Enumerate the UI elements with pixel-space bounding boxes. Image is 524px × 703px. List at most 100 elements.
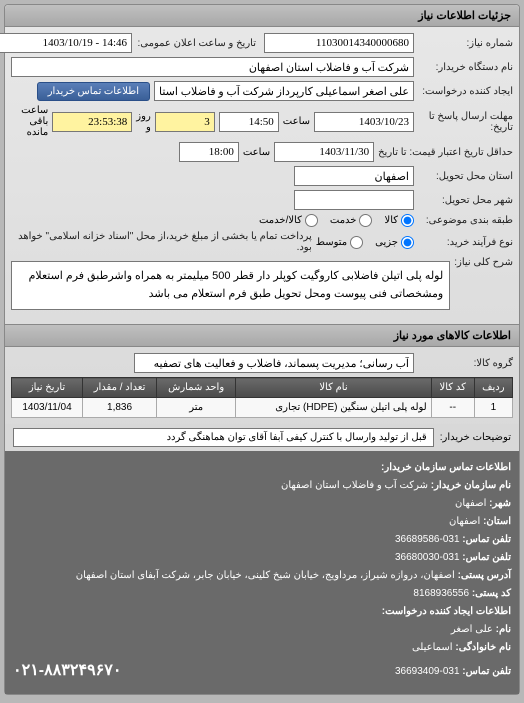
radio-kala-input[interactable] bbox=[401, 214, 414, 227]
c-city-label: شهر: bbox=[489, 498, 511, 509]
c-city-value: اصفهان bbox=[455, 498, 486, 509]
deadline-date-input[interactable] bbox=[314, 112, 414, 132]
radio-motavaset-label: متوسط bbox=[316, 237, 347, 248]
contact-section: اطلاعات تماس سازمان خریدار: نام سازمان خ… bbox=[5, 451, 519, 694]
td-unit: متر bbox=[157, 398, 236, 418]
org-label: نام سازمان خریدار: bbox=[431, 480, 511, 491]
deadline-label: مهلت ارسال پاسخ تا تاریخ: bbox=[418, 111, 513, 133]
req-phone-line: تلفن تماس: 031-36693409 ۰۲۱-۸۸۳۲۴۹۶۷۰ bbox=[13, 657, 511, 686]
radio-raji-label: جزیی bbox=[375, 237, 398, 248]
req-phone-wrap: تلفن تماس: 031-36693409 bbox=[395, 663, 511, 681]
c-name-label: نام: bbox=[496, 624, 511, 635]
subject-radio-group: کالا خدمت کالا/خدمت bbox=[259, 214, 414, 227]
payment-row: نوع فرآیند خرید: جزیی متوسط پرداخت تمام … bbox=[11, 231, 513, 253]
c-phone-value: 031-36689586 bbox=[395, 534, 460, 545]
city-input[interactable] bbox=[294, 190, 414, 210]
payment-note: پرداخت تمام یا بخشی از مبلغ خرید،از محل … bbox=[11, 231, 312, 253]
remaining-days-input[interactable] bbox=[155, 112, 215, 132]
province-row: استان محل تحویل: bbox=[11, 166, 513, 186]
lastname-line: نام خانوادگی: اسماعیلی bbox=[13, 639, 511, 657]
radio-kala[interactable]: کالا bbox=[384, 214, 414, 227]
min-date-row: حداقل تاریخ اعتبار قیمت: تا تاریخ ساعت bbox=[11, 142, 513, 162]
radio-khadamat-input[interactable] bbox=[359, 214, 372, 227]
creator-input[interactable] bbox=[154, 81, 414, 101]
time-label-1: ساعت bbox=[283, 116, 310, 127]
th-code: کد کالا bbox=[431, 378, 474, 398]
province-label: استان محل تحویل: bbox=[418, 171, 513, 182]
c-req-phone-label: تلفن تماس: bbox=[462, 666, 511, 677]
city-line: شهر: اصفهان bbox=[13, 495, 511, 513]
c-lastname-value: اسماعیلی bbox=[412, 642, 453, 653]
min-time-input[interactable] bbox=[179, 142, 239, 162]
big-phone: ۰۲۱-۸۸۳۲۴۹۶۷۰ bbox=[13, 657, 121, 686]
org-line: نام سازمان خریدار: شرکت آب و فاضلاب استا… bbox=[13, 477, 511, 495]
contact-title: اطلاعات تماس سازمان خریدار: bbox=[13, 459, 511, 477]
radio-kala-khadmat[interactable]: کالا/خدمت bbox=[259, 214, 318, 227]
goods-body: گروه کالا: ردیف کد کالا نام کالا واحد شم… bbox=[5, 347, 519, 424]
group-input[interactable] bbox=[134, 353, 414, 373]
creator-label: ایجاد کننده درخواست: bbox=[418, 86, 513, 97]
payment-label: نوع فرآیند خرید: bbox=[418, 237, 513, 248]
th-name: نام کالا bbox=[236, 378, 431, 398]
phone-line: تلفن تماس: 031-36689586 bbox=[13, 531, 511, 549]
table-header-row: ردیف کد کالا نام کالا واحد شمارش تعداد /… bbox=[12, 378, 513, 398]
radio-raji[interactable]: جزیی bbox=[375, 236, 414, 249]
goods-section-title: اطلاعات کالاهای مورد نیاز bbox=[5, 324, 519, 347]
table-row[interactable]: 1 -- لوله پلی اتیلن سنگین (HDPE) تجاری م… bbox=[12, 398, 513, 418]
remaining-label: ساعت باقی مانده bbox=[11, 105, 48, 138]
min-date-input[interactable] bbox=[274, 142, 374, 162]
payment-radio-group: جزیی متوسط bbox=[316, 236, 414, 249]
deadline-row: مهلت ارسال پاسخ تا تاریخ: ساعت روز و ساع… bbox=[11, 105, 513, 138]
min-date-label: حداقل تاریخ اعتبار قیمت: تا تاریخ bbox=[378, 147, 513, 158]
description-box: لوله پلی اتیلن فاضلابی کاروگیت کوپلر دار… bbox=[11, 261, 450, 310]
time-label-2: ساعت bbox=[243, 147, 270, 158]
buyer-label: نام دستگاه خریدار: bbox=[418, 62, 513, 73]
customer-note-row: توضیحات خریدار: قبل از تولید وارسال با ک… bbox=[5, 424, 519, 451]
c-fax-label: تلفن تماس: bbox=[462, 552, 511, 563]
c-req-phone-value: 031-36693409 bbox=[395, 666, 460, 677]
org-value: شرکت آب و فاضلاب استان اصفهان bbox=[281, 480, 428, 491]
datetime-label: تاریخ و ساعت اعلان عمومی: bbox=[136, 38, 256, 49]
c-province-value: اصفهان bbox=[449, 516, 480, 527]
radio-kala-khadmat-label: کالا/خدمت bbox=[259, 215, 302, 226]
group-label: گروه کالا: bbox=[418, 358, 513, 369]
datetime-input[interactable] bbox=[0, 33, 132, 53]
contact-button[interactable]: اطلاعات تماس خریدار bbox=[37, 82, 150, 101]
c-name-value: علی اصغر bbox=[451, 624, 493, 635]
radio-raji-input[interactable] bbox=[401, 236, 414, 249]
need-number-row: شماره نیاز: bbox=[264, 33, 513, 53]
subject-label: طبقه بندی موضوعی: bbox=[418, 215, 513, 226]
need-number-label: شماره نیاز: bbox=[418, 38, 513, 49]
c-phone-label: تلفن تماس: bbox=[462, 534, 511, 545]
c-province-label: استان: bbox=[483, 516, 511, 527]
td-name: لوله پلی اتیلن سنگین (HDPE) تجاری bbox=[236, 398, 431, 418]
deadline-time-input[interactable] bbox=[219, 112, 279, 132]
main-panel: جزئیات اطلاعات نیاز شماره نیاز: تاریخ و … bbox=[4, 4, 520, 695]
panel-header: جزئیات اطلاعات نیاز bbox=[5, 5, 519, 27]
c-postal-label: کد پستی: bbox=[472, 588, 511, 599]
c-fax-value: 031-36680030 bbox=[395, 552, 460, 563]
name-line: نام: علی اصغر bbox=[13, 621, 511, 639]
province-input[interactable] bbox=[294, 166, 414, 186]
remaining-time-input[interactable] bbox=[52, 112, 132, 132]
datetime-row: تاریخ و ساعت اعلان عمومی: bbox=[0, 33, 256, 53]
radio-kala-khadmat-input[interactable] bbox=[305, 214, 318, 227]
radio-khadamat[interactable]: خدمت bbox=[330, 214, 373, 227]
need-number-input[interactable] bbox=[264, 33, 414, 53]
radio-motavaset-input[interactable] bbox=[350, 236, 363, 249]
buyer-input[interactable] bbox=[11, 57, 414, 77]
buyer-row: نام دستگاه خریدار: bbox=[11, 57, 513, 77]
panel-body: شماره نیاز: تاریخ و ساعت اعلان عمومی: نا… bbox=[5, 27, 519, 324]
td-row: 1 bbox=[474, 398, 512, 418]
creator-row: ایجاد کننده درخواست: اطلاعات تماس خریدار bbox=[11, 81, 513, 101]
panel-title: جزئیات اطلاعات نیاز bbox=[418, 10, 511, 22]
td-qty: 1,836 bbox=[83, 398, 157, 418]
fax-line: تلفن تماس: 031-36680030 bbox=[13, 549, 511, 567]
customer-note-label: توضیحات خریدار: bbox=[440, 432, 511, 443]
province-line: استان: اصفهان bbox=[13, 513, 511, 531]
c-lastname-label: نام خانوادگی: bbox=[455, 642, 511, 653]
radio-khadamat-label: خدمت bbox=[330, 215, 357, 226]
customer-note-box: قبل از تولید وارسال با کنترل کیفی آبفا آ… bbox=[13, 428, 434, 447]
td-code: -- bbox=[431, 398, 474, 418]
radio-motavaset[interactable]: متوسط bbox=[316, 236, 363, 249]
